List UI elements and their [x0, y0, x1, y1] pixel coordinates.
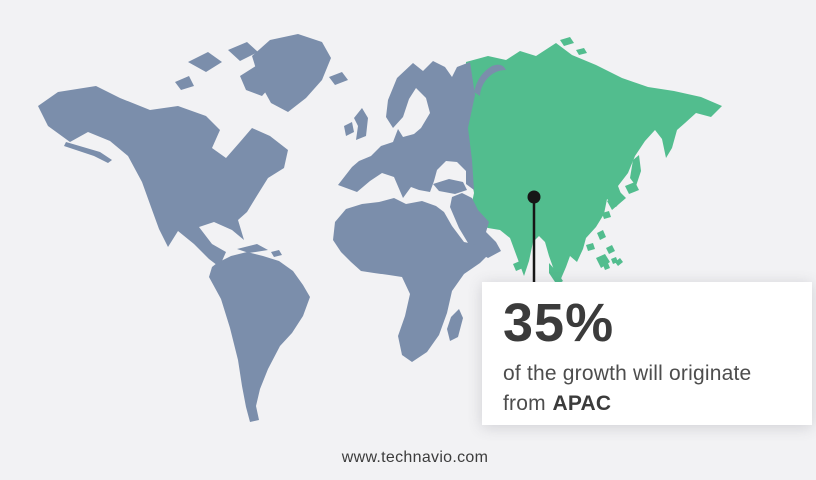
region-madagascar — [447, 309, 463, 341]
callout-card: 35% of the growth will originate from APA… — [482, 282, 812, 425]
region-british-isles — [344, 108, 368, 140]
region-sri-lanka-island — [513, 261, 523, 271]
region-iceland — [329, 72, 348, 85]
stat-description-line2: from APAC — [503, 389, 794, 419]
region-borneo-island — [596, 254, 610, 268]
region-anatolia — [433, 179, 467, 194]
region-aleutian-islands — [64, 142, 112, 163]
region-caribbean-islands — [237, 244, 282, 257]
region-novaya-zemlya — [474, 64, 506, 96]
region-hainan-island — [586, 243, 595, 251]
region-arabia — [450, 193, 501, 258]
stat-description-line1: of the growth will originate — [503, 362, 752, 385]
website-url: www.technavio.com — [341, 449, 489, 466]
stat-description-line2-prefix: from — [503, 392, 546, 415]
region-severnaya-islands — [560, 37, 587, 55]
stat-description: of the growth will originate from APAC — [503, 359, 794, 419]
region-sulawesi-island — [615, 258, 623, 266]
apac-marker-dot — [527, 190, 541, 204]
region-africa — [333, 198, 489, 362]
region-asia-apac — [464, 43, 722, 281]
region-europe — [338, 61, 475, 198]
region-greenland — [252, 34, 331, 112]
base-region-group — [38, 34, 506, 422]
stat-value: 35% — [503, 293, 615, 353]
region-south-america — [209, 252, 310, 422]
region-sakhalin-island — [630, 155, 641, 186]
region-canadian-arctic-islands — [175, 42, 279, 96]
region-sumatra-island — [549, 263, 563, 285]
region-north-america — [38, 86, 288, 272]
region-japan-islands — [602, 182, 639, 219]
region-taiwan-island — [597, 230, 606, 240]
highlight-region-group — [464, 37, 722, 285]
apac-label: APAC — [552, 392, 612, 415]
